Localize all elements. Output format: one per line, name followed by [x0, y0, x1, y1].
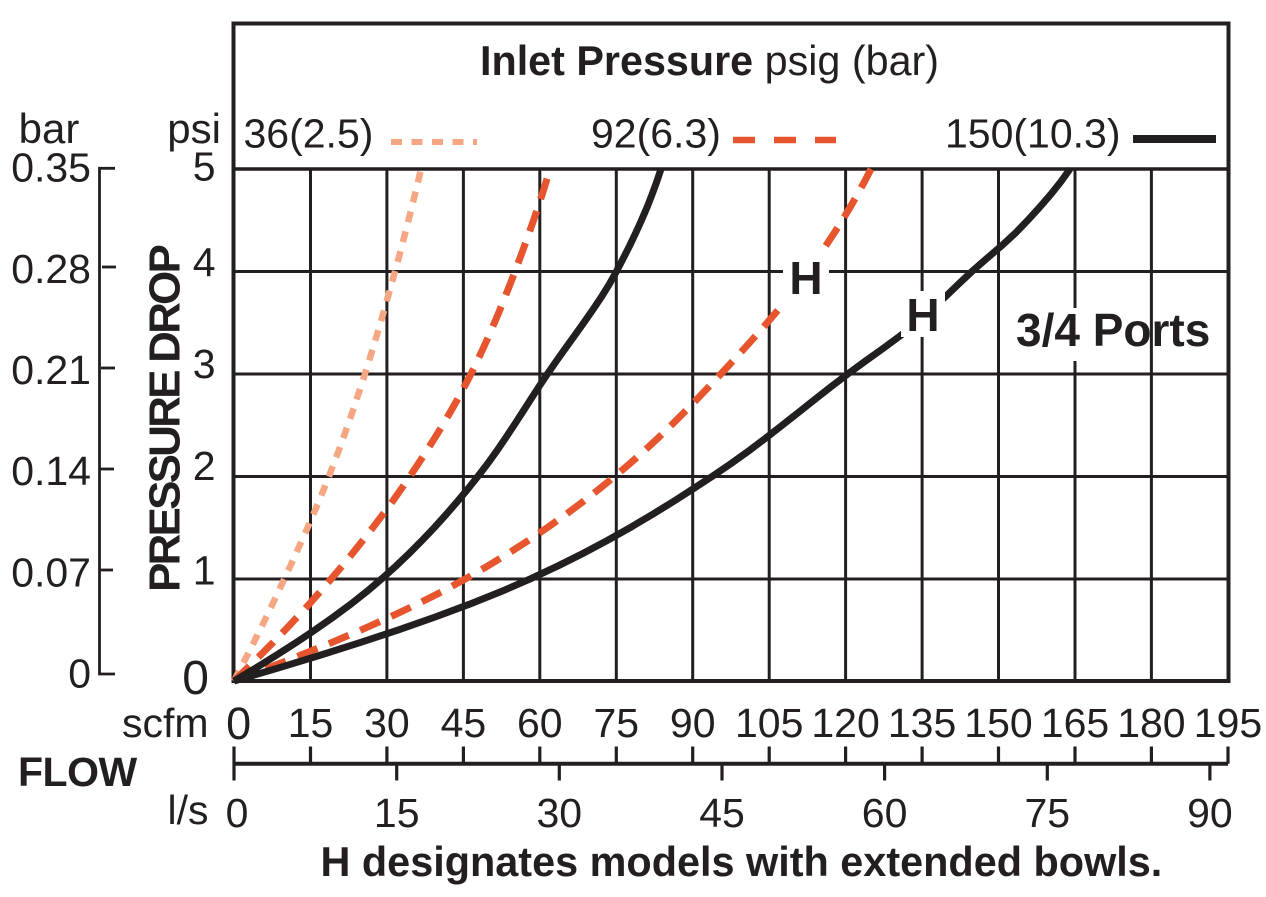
svg-text:60: 60	[517, 700, 563, 746]
svg-text:H designates models with exten: H designates models with extended bowls.	[321, 839, 1163, 885]
svg-text:5: 5	[193, 143, 216, 189]
svg-text:1: 1	[193, 547, 216, 593]
svg-text:30: 30	[364, 700, 410, 746]
svg-text:0: 0	[226, 698, 251, 749]
svg-text:60: 60	[862, 790, 908, 836]
svg-text:15: 15	[374, 790, 420, 836]
svg-text:FLOW: FLOW	[18, 749, 137, 795]
svg-text:Inlet Pressure psig (bar): Inlet Pressure psig (bar)	[480, 38, 939, 84]
svg-text:3: 3	[193, 341, 216, 387]
svg-text:15: 15	[288, 700, 334, 746]
svg-text:scfm: scfm	[122, 700, 209, 746]
svg-text:2: 2	[193, 443, 216, 489]
svg-text:90: 90	[670, 700, 716, 746]
svg-text:l/s: l/s	[168, 787, 209, 833]
svg-text:psi: psi	[167, 105, 221, 152]
svg-text:H: H	[906, 289, 939, 341]
svg-text:75: 75	[593, 700, 639, 746]
svg-text:75: 75	[1024, 790, 1070, 836]
svg-text:0.35: 0.35	[11, 145, 91, 191]
svg-text:0.28: 0.28	[11, 246, 91, 292]
svg-text:92(6.3): 92(6.3)	[591, 111, 721, 157]
svg-text:4: 4	[193, 240, 216, 286]
svg-text:165: 165	[1041, 700, 1109, 746]
svg-text:0: 0	[182, 652, 209, 705]
svg-text:3/4 Ports: 3/4 Ports	[1016, 304, 1210, 356]
svg-text:105: 105	[735, 700, 803, 746]
svg-text:45: 45	[699, 790, 745, 836]
svg-text:bar: bar	[19, 105, 80, 152]
svg-text:0: 0	[226, 790, 249, 836]
svg-text:150: 150	[964, 700, 1032, 746]
svg-text:135: 135	[888, 700, 956, 746]
svg-text:36(2.5): 36(2.5)	[244, 111, 374, 157]
svg-text:150(10.3): 150(10.3)	[945, 111, 1121, 157]
svg-text:0.21: 0.21	[11, 347, 91, 393]
svg-text:120: 120	[811, 700, 879, 746]
svg-text:0: 0	[68, 651, 91, 697]
svg-text:90: 90	[1187, 790, 1233, 836]
svg-text:0.07: 0.07	[11, 549, 91, 595]
svg-text:195: 195	[1194, 700, 1262, 746]
svg-text:30: 30	[536, 790, 582, 836]
svg-text:0.14: 0.14	[11, 448, 91, 494]
svg-text:PRESSURE DROP: PRESSURE DROP	[141, 246, 190, 592]
svg-text:180: 180	[1117, 700, 1185, 746]
svg-text:45: 45	[441, 700, 487, 746]
svg-text:H: H	[789, 252, 822, 304]
